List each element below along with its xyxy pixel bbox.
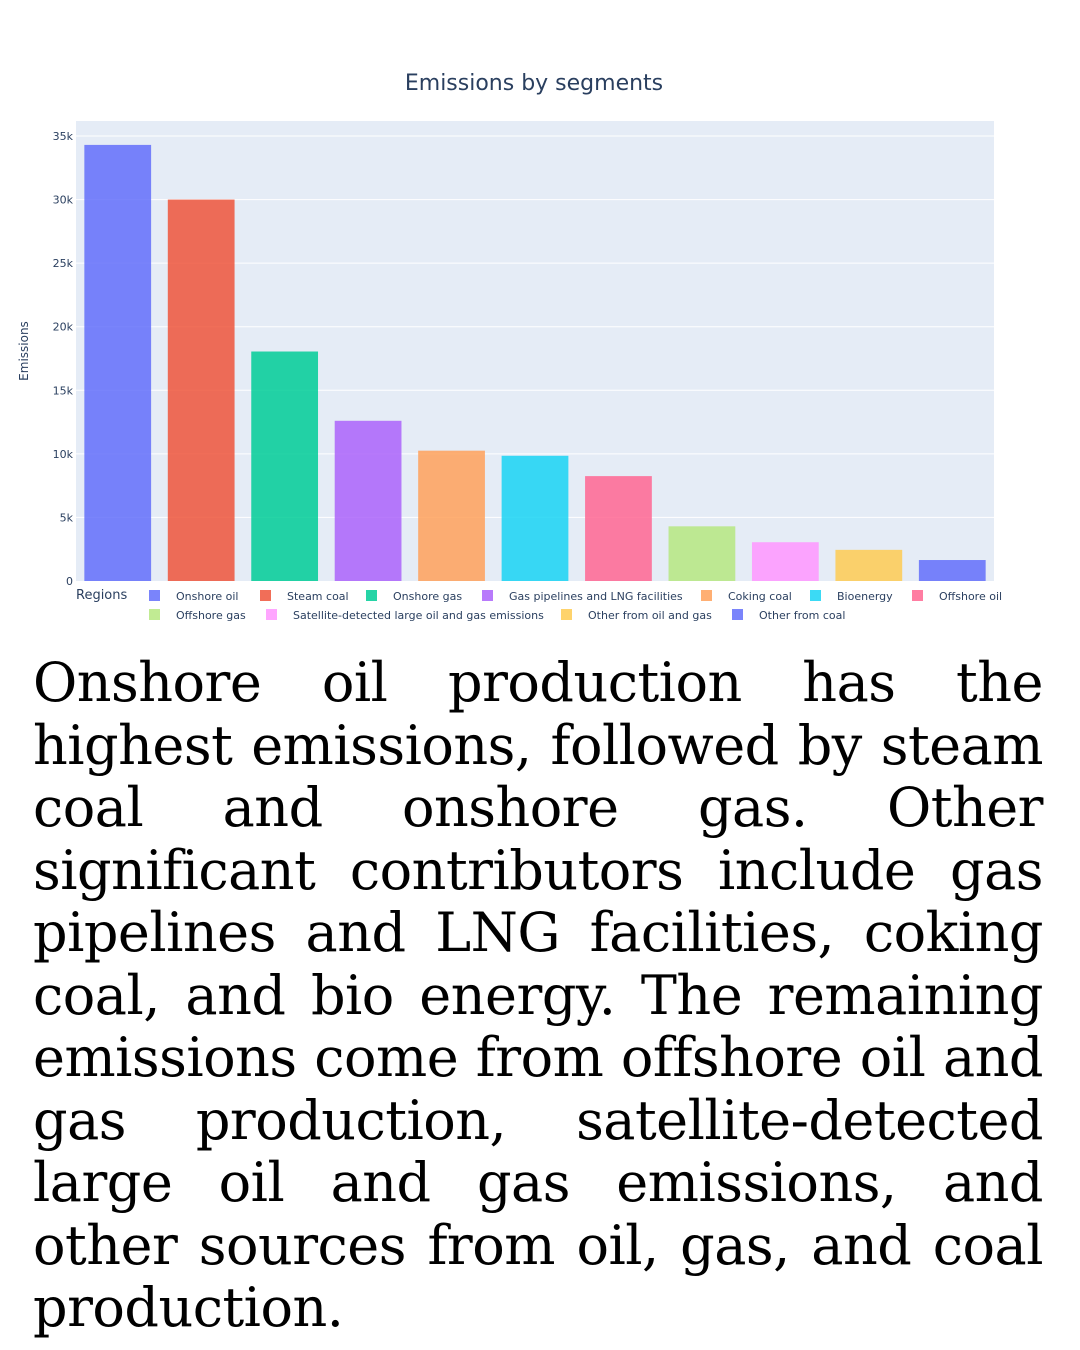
legend: Regions Onshore oil Steam coal Onshore gas… [76,588,1002,622]
legend-swatch [149,609,160,620]
chart-container: Emissions by segments 0 5k 10k 15k 20k 25k 30k… [0,0,1080,640]
y-tick-label: 15k [53,384,74,397]
bar-gas-pipelines-and-lng-facilities [334,420,402,581]
chart-title: Emissions by segments [405,71,663,96]
legend-swatch [701,590,712,601]
legend-swatch [149,590,160,601]
bar-offshore-oil [585,476,652,581]
bar-bioenergy [501,455,569,581]
legend-swatch [810,590,821,601]
legend-label: Coking coal [728,590,792,603]
legend-label: Onshore oil [176,590,238,603]
legend-label: Bioenergy [837,590,893,603]
y-tick-label: 10k [53,448,74,461]
y-tick-label: 30k [53,194,74,207]
legend-label: Other from oil and gas [588,609,712,622]
bar-steam-coal [167,199,235,582]
legend-swatch [260,590,271,601]
y-axis-label: Emissions [17,321,31,381]
bar-other-from-oil-and-gas [835,549,903,581]
legend-swatch [482,590,493,601]
bar-satellite-detected-large-oil-and-gas-emissions [751,542,819,581]
bar-onshore-gas [251,351,319,581]
legend-swatch [732,609,743,620]
legend-title: Regions [76,588,128,603]
legend-swatch [366,590,377,601]
bar-offshore-gas [668,526,736,581]
bar-chart: Emissions by segments 0 5k 10k 15k 20k 25k 30k… [17,71,1002,622]
legend-swatch [912,590,923,601]
legend-label: Onshore gas [393,590,462,603]
y-tick-label: 0 [66,575,73,588]
legend-swatch [266,609,277,620]
y-axis-ticks: 0 5k 10k 15k 20k 25k 30k 35k [53,130,74,588]
bars [84,144,986,582]
caption-text: Onshore oil production has the highest e… [33,651,1044,1339]
bar-onshore-oil [84,144,152,581]
legend-label: Offshore gas [176,609,246,622]
legend-label: Gas pipelines and LNG facilities [509,590,683,603]
y-tick-label: 35k [53,130,74,143]
legend-swatch [561,609,572,620]
legend-label: Steam coal [287,590,349,603]
legend-label: Other from coal [759,609,845,622]
y-tick-label: 25k [53,257,74,270]
legend-label: Offshore oil [939,590,1002,603]
y-tick-label: 20k [53,321,74,334]
bar-other-from-coal [918,560,986,581]
y-tick-label: 5k [60,511,74,524]
bar-coking-coal [418,450,485,581]
legend-label: Satellite-detected large oil and gas emi… [293,609,544,622]
